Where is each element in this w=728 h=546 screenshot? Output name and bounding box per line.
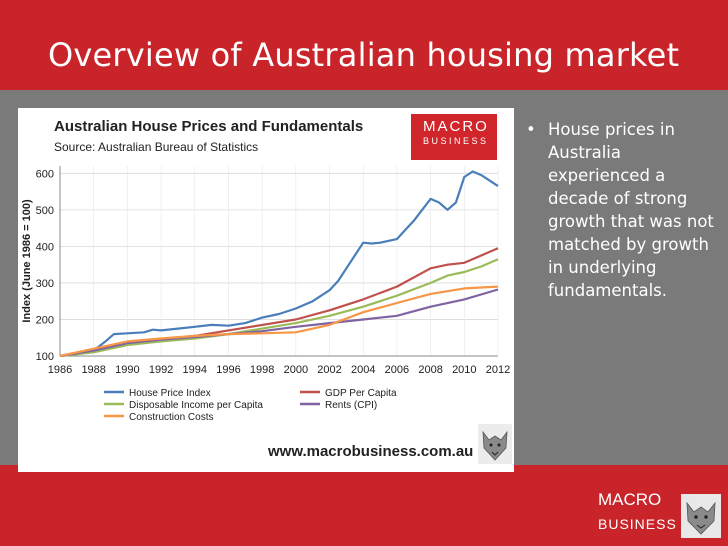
footer-logo: MACRO BUSINESS: [598, 490, 677, 534]
footer-logo-line2: BUSINESS: [598, 516, 677, 532]
bullet-text: House prices in Australia experienced a …: [548, 120, 714, 300]
series-line-disposable-income-per-capita: [59, 258, 499, 358]
y-tick-label-2: 300: [36, 278, 54, 290]
x-tick-label-6: 1998: [250, 364, 274, 376]
y-tick-label-1: 200: [36, 314, 54, 326]
y-axis-label: Index (June 1986 = 100): [21, 199, 33, 323]
chart-title: Australian House Prices and Fundamentals: [54, 118, 364, 135]
x-tick-label-10: 2006: [385, 364, 409, 376]
x-tick-label-4: 1994: [183, 364, 207, 376]
series-line-gdp-per-capita: [59, 247, 499, 358]
y-tick-label-0: 100: [36, 351, 54, 363]
chart-logo-line1: MACRO: [423, 118, 489, 135]
series-line-house-price-index: [59, 170, 499, 358]
chart-logo: MACRO BUSINESS: [411, 114, 497, 160]
x-tick-label-7: 2000: [284, 364, 308, 376]
x-tick-label-0: 1986: [48, 364, 72, 376]
bullet-dot: •: [526, 120, 536, 139]
slide-title: Overview of Australian housing market: [48, 36, 680, 74]
legend-label-3: Rents (CPI): [325, 400, 377, 411]
x-tick-label-8: 2002: [317, 364, 341, 376]
x-tick-label-9: 2004: [351, 364, 375, 376]
legend-label-2: Disposable Income per Capita: [129, 400, 263, 411]
x-tick-label-1: 1988: [81, 364, 105, 376]
x-tick-label-3: 1992: [149, 364, 173, 376]
chart-logo-line2: BUSINESS: [423, 136, 489, 146]
wolf-logo-icon: [478, 424, 512, 464]
website-url: www.macrobusiness.com.au: [268, 443, 474, 460]
x-tick-label-11: 2008: [418, 364, 442, 376]
bullet-list: • House prices in Australia experienced …: [526, 118, 723, 302]
x-tick-label-12: 2010: [452, 364, 476, 376]
x-tick-label-2: 1990: [115, 364, 139, 376]
wolf-footer-icon: [681, 494, 721, 538]
legend-label-0: House Price Index: [129, 388, 211, 399]
footer-logo-line1: MACRO: [598, 490, 662, 509]
chart-subtitle: Source: Australian Bureau of Statistics: [54, 140, 259, 154]
chart-panel: Australian House Prices and Fundamentals…: [18, 108, 514, 472]
y-tick-label-3: 400: [36, 241, 54, 253]
y-tick-label-5: 600: [36, 168, 54, 180]
x-tick-label-13: 2012: [486, 364, 510, 376]
legend-label-1: GDP Per Capita: [325, 388, 397, 399]
line-chart: 100 200 300 400 500 600 1986 1988 1990 1992 1994 19…: [21, 166, 510, 423]
series-line-construction-costs: [59, 285, 499, 358]
y-tick-label-4: 500: [36, 205, 54, 217]
series-line-rents-cpi: [59, 288, 499, 358]
legend-label-4: Construction Costs: [129, 412, 213, 423]
x-tick-label-5: 1996: [216, 364, 240, 376]
